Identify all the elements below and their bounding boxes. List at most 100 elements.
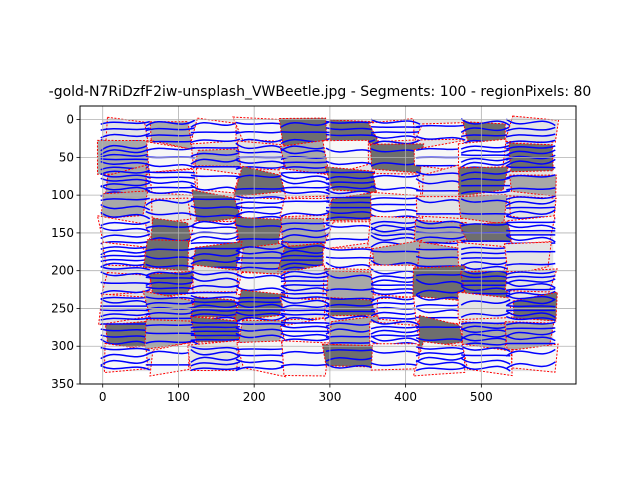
contour-line (280, 332, 331, 338)
contour-line (100, 169, 151, 175)
contour-line (415, 235, 466, 241)
segment-region (504, 268, 558, 298)
contour-line (100, 184, 151, 192)
contour-line (415, 346, 466, 351)
contour-line (280, 312, 331, 317)
contour-line (235, 165, 286, 170)
contour-line (100, 120, 150, 125)
contour-line (190, 198, 240, 201)
contour-line (190, 219, 241, 228)
contour-line (280, 337, 331, 343)
segment-region (279, 197, 333, 218)
contour-line (190, 345, 241, 351)
contour-line (280, 161, 331, 164)
contour-line (280, 274, 331, 280)
contour-line (190, 348, 241, 358)
contour-line (235, 301, 286, 310)
contour-line (190, 312, 241, 318)
axes-frame (79, 105, 577, 385)
segmented-image (96, 115, 560, 378)
contour-line (506, 221, 556, 224)
segment-boundary (187, 339, 240, 372)
segment-region (325, 270, 376, 301)
contour-line (100, 312, 151, 318)
contour-line (460, 263, 511, 272)
segment-region (325, 296, 377, 322)
contour-line (190, 334, 240, 337)
contour-line (460, 125, 511, 133)
contour-line (190, 247, 240, 250)
segment-boundary (151, 197, 192, 225)
contour-line (145, 280, 196, 286)
contour-line (100, 221, 151, 227)
segment-boundary (458, 221, 515, 243)
contour-line (190, 338, 240, 341)
y-tick-label: 50 (59, 150, 74, 164)
contour-line (100, 132, 151, 139)
segment-region (322, 247, 376, 271)
contour-line (145, 323, 195, 327)
contour-line (235, 311, 286, 317)
contour-line (235, 214, 286, 221)
segment-region (505, 291, 558, 322)
contour-line (235, 261, 286, 265)
contour-line (145, 162, 196, 169)
contour-line (505, 199, 556, 207)
contour-line (100, 173, 151, 179)
segment-boundary (462, 121, 506, 144)
contour-line (190, 213, 241, 219)
contour-line (100, 248, 151, 256)
contour-line (235, 195, 286, 200)
segment-region (100, 320, 152, 349)
contour-line (190, 308, 241, 313)
segment-region (415, 314, 466, 349)
contour-line (100, 226, 151, 233)
contour-line (100, 182, 151, 188)
contour-line (100, 328, 150, 332)
contour-line (190, 258, 241, 265)
contour-line (505, 209, 556, 218)
contour-line (506, 262, 556, 267)
contour-line (235, 315, 286, 324)
contour-line (280, 297, 331, 306)
contour-line (145, 224, 196, 229)
contour-line (280, 259, 331, 262)
contour-line (280, 279, 331, 283)
contour-line (415, 359, 466, 367)
segment-region (505, 174, 557, 197)
contour-line (235, 300, 286, 304)
contour-line (100, 265, 151, 271)
y-tick-label: 100 (51, 188, 74, 202)
contour-line (280, 226, 331, 234)
contour-line (415, 288, 466, 296)
x-tick-label: 300 (318, 390, 341, 404)
contour-line (280, 171, 331, 174)
contour-line (100, 346, 150, 352)
contour-line (100, 158, 150, 161)
contour-line (415, 273, 466, 277)
contour-line (370, 203, 421, 206)
segment-region (370, 239, 423, 272)
contour-line (370, 185, 421, 192)
contour-line (145, 301, 196, 306)
contour-line (370, 328, 421, 335)
segment-region (280, 217, 331, 248)
contour-line (370, 362, 421, 367)
segment-region (100, 190, 151, 220)
segment-boundary (457, 291, 513, 321)
segment-boundary (328, 119, 379, 145)
contour-line (415, 124, 466, 128)
contour-line (100, 127, 150, 131)
contour-line (190, 283, 241, 290)
contour-line (370, 325, 421, 330)
contour-line (506, 166, 556, 169)
contour-line (280, 295, 331, 300)
contour-line (460, 177, 511, 182)
contour-line (190, 366, 241, 372)
contour-line (145, 311, 196, 316)
contour-line (235, 272, 286, 280)
contour-line (280, 173, 331, 181)
contour-line (280, 241, 331, 244)
contour-line (145, 179, 196, 186)
contour-line (370, 174, 421, 179)
